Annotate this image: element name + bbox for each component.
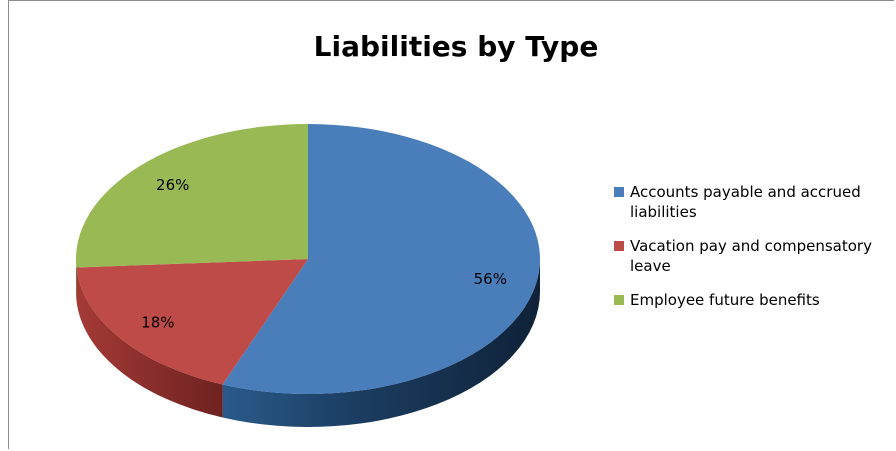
pie-slice-vacation-pay <box>76 259 309 385</box>
data-label-employee-future-benefits: 26% <box>156 176 189 194</box>
legend-item-employee-future-benefits: Employee future benefits <box>614 290 894 310</box>
chart-title: Liabilities by Type <box>313 30 599 63</box>
legend-swatch-employee-future-benefits <box>614 295 624 305</box>
data-label-accounts-payable: 56% <box>474 270 507 288</box>
pie-slice-accounts-payable <box>222 124 541 395</box>
legend-label-vacation-pay: Vacation pay and compensatory leave <box>630 237 872 275</box>
legend-swatch-vacation-pay <box>614 241 624 251</box>
legend-item-accounts-payable: Accounts payable and accrued liabilities <box>614 182 894 222</box>
legend-label-accounts-payable: Accounts payable and accrued liabilities <box>630 183 861 221</box>
legend: Accounts payable and accrued liabilities… <box>614 182 894 324</box>
data-label-vacation-pay: 18% <box>141 313 174 331</box>
pie-side-vacation-pay <box>76 267 223 418</box>
chart-frame <box>8 0 894 449</box>
pie-side-accounts-payable <box>222 259 541 428</box>
legend-swatch-accounts-payable <box>614 187 624 197</box>
pie-slice-employee-future-benefits <box>76 124 308 268</box>
legend-label-employee-future-benefits: Employee future benefits <box>630 291 820 309</box>
legend-item-vacation-pay: Vacation pay and compensatory leave <box>614 236 894 276</box>
